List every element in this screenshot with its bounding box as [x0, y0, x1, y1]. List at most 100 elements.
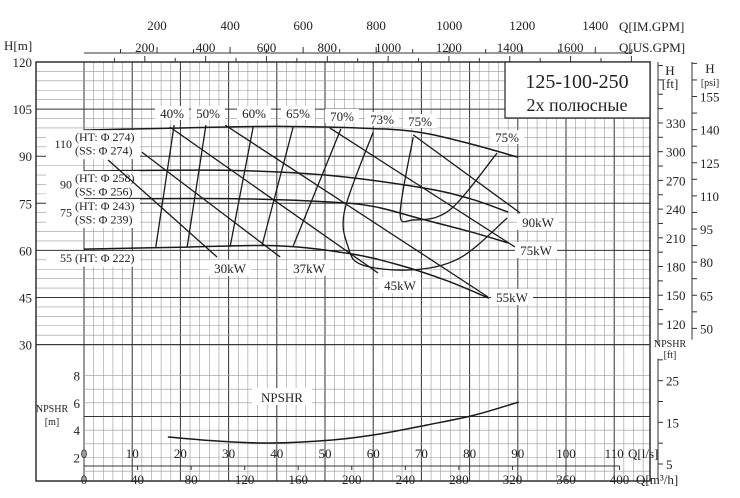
head-curve-label-bg	[46, 251, 140, 267]
efficiency-label: 40%	[160, 106, 184, 121]
us-gpm-tick-label: 800	[318, 40, 338, 55]
x-tick-label: 100	[556, 446, 576, 461]
power-label-bg	[288, 260, 330, 276]
x-tick-label: 0	[81, 446, 88, 461]
power-label-bg	[517, 214, 559, 230]
efficiency-curve	[186, 125, 207, 248]
x-tick-label: 50	[319, 446, 332, 461]
head-curve	[83, 169, 509, 213]
x-axis-label: Q[l/s]	[628, 446, 658, 461]
efficiency-label-bg	[403, 114, 437, 128]
npshr-ft-axis-unit: [ft]	[664, 350, 677, 361]
efficiency-label: 75%	[495, 130, 519, 145]
efficiency-curve	[261, 126, 294, 247]
npshr-tick-label: 8	[74, 368, 81, 383]
us-gpm-tick-label: 200	[135, 40, 155, 55]
y-axis-label: H[m]	[4, 38, 32, 53]
power-label: 30kW	[214, 261, 247, 276]
head-curve-diameter-label: (HT: Φ 243)	[75, 199, 135, 213]
head-curve-diameter-label: (HT: Φ 274)	[75, 130, 135, 144]
npshr-ft-axis-label: NPSHR	[654, 339, 687, 350]
efficiency-label: 70%	[330, 109, 354, 124]
ft-tick-label: 330	[666, 116, 686, 131]
efficiency-label-bg	[237, 106, 271, 120]
ft-tick-label: 300	[666, 145, 686, 160]
chart-subtitle: 2х полюсные	[526, 95, 627, 115]
psi-axis-unit: [psi]	[701, 78, 719, 89]
x-tick-label: 20	[174, 446, 187, 461]
curves: 110 (HT: Φ 274)(SS: Φ 274)90 (HT: Φ 258)(S…	[46, 106, 559, 444]
im-gpm-tick-label: 600	[293, 18, 313, 33]
power-label-bg	[379, 277, 421, 293]
m3h-tick-label: 120	[235, 472, 255, 487]
efficiency-curve	[155, 125, 175, 248]
power-line	[107, 159, 218, 258]
ft-tick-label: 120	[666, 317, 686, 332]
npshr-ft-tick-label: 15	[666, 415, 679, 430]
x-tick-label: 30	[222, 446, 235, 461]
head-curve-diameter-label: (SS: Φ 256)	[75, 184, 132, 198]
psi-tick-label: 125	[700, 156, 720, 171]
head-curve-impeller-label: 90	[60, 178, 72, 192]
y-tick-label: 105	[13, 102, 33, 117]
m3h-tick-label: 80	[185, 472, 198, 487]
title-box: 125-100-250 2х полюсные	[504, 61, 651, 119]
head-curve-diameter-label: (SS: Φ 239)	[75, 212, 132, 226]
m3h-tick-label: 200	[342, 472, 362, 487]
head-curve-label-bg	[46, 170, 140, 200]
efficiency-curve	[229, 126, 254, 248]
y-tick-label: 45	[19, 291, 32, 306]
im-gpm-tick-label: 200	[147, 18, 167, 33]
power-line	[329, 127, 516, 248]
npshr-ft-tick-label: 25	[666, 374, 679, 389]
y-tick-label: 90	[19, 149, 32, 164]
efficiency-label-bg	[325, 109, 359, 123]
frame	[35, 61, 651, 482]
x-tick-label: 60	[367, 446, 380, 461]
npshr-axis-label: NPSHR	[36, 404, 69, 415]
im-gpm-tick-label: 1200	[509, 18, 535, 33]
m3h-tick-label: 280	[449, 472, 469, 487]
head-curve-impeller-label: 55	[60, 251, 72, 265]
axes: H[m] 120 105 90 75 60 45 30 8 6 4 2 NPSHR [m] 0 10 20 30 4…	[4, 18, 720, 487]
ft-axis-unit: [ft]	[662, 76, 679, 91]
power-line	[224, 124, 489, 298]
psi-axis-label: H	[705, 61, 714, 76]
head-curve-label-bg	[46, 130, 140, 160]
us-gpm-tick-label: 400	[196, 40, 216, 55]
power-label: 45kW	[384, 278, 417, 293]
head-curve-label-bg	[46, 198, 140, 228]
m3h-tick-label: 320	[503, 472, 523, 487]
head-curve-impeller-label: 110	[54, 137, 72, 151]
m3h-axis-label: Q[m³/h]	[636, 472, 678, 487]
im-gpm-tick-label: 400	[220, 18, 240, 33]
us-gpm-tick-label: 1000	[375, 40, 401, 55]
head-curve	[83, 125, 519, 158]
y-tick-label: 60	[19, 243, 32, 258]
us-gpm-tick-label: 1400	[497, 40, 523, 55]
power-line	[412, 134, 521, 214]
im-gpm-tick-label: 1000	[436, 18, 462, 33]
npshr-label-bg	[252, 388, 312, 405]
m3h-tick-label: 400	[610, 472, 630, 487]
im-gpm-axis-label: Q[IM.GPM]	[619, 19, 684, 34]
power-label: 90kW	[522, 215, 555, 230]
efficiency-curve	[292, 128, 342, 247]
psi-tick-label: 65	[700, 288, 713, 303]
power-line	[141, 151, 281, 258]
psi-tick-label: 50	[700, 321, 713, 336]
m3h-tick-label: 360	[556, 472, 576, 487]
efficiency-label: 50%	[196, 106, 220, 121]
ft-tick-label: 180	[666, 260, 686, 275]
m3h-tick-label: 40	[131, 472, 144, 487]
im-gpm-tick-label: 1400	[582, 18, 608, 33]
efficiency-label-bg	[490, 130, 524, 144]
us-gpm-tick-label: 600	[257, 40, 277, 55]
head-curve-diameter-label: (SS: Φ 274)	[75, 144, 132, 158]
head-curve-impeller-label: 75	[60, 206, 72, 220]
ft-tick-label: 240	[666, 202, 686, 217]
power-label-bg	[515, 242, 557, 258]
psi-tick-label: 95	[700, 222, 713, 237]
x-tick-label: 110	[605, 446, 624, 461]
